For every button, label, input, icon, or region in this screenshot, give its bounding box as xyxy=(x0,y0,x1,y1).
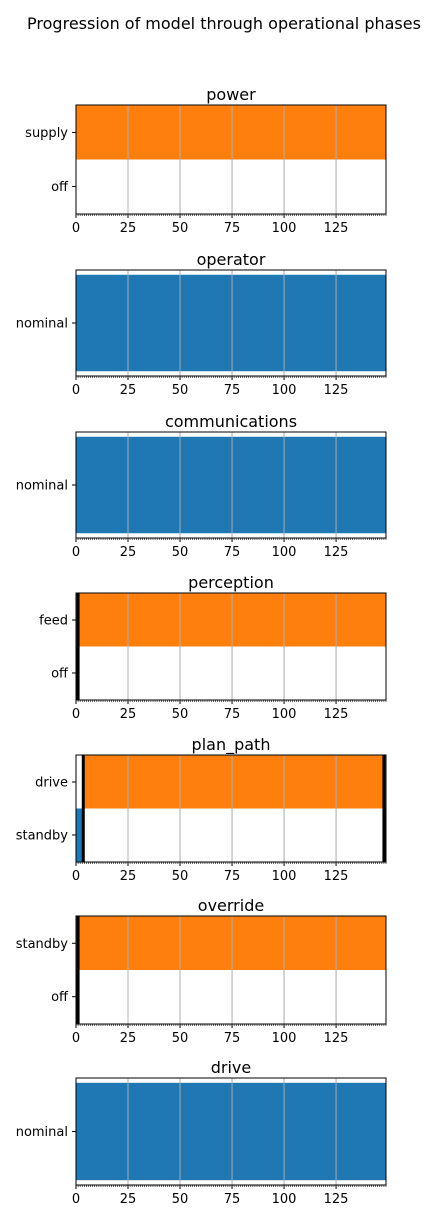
y-tick-label: nominal xyxy=(16,317,68,332)
x-tick-label: 25 xyxy=(120,221,137,236)
x-tick-label: 0 xyxy=(72,707,80,722)
x-tick-label: 100 xyxy=(272,1031,297,1046)
x-tick-label: 0 xyxy=(72,869,80,884)
x-tick-label: 125 xyxy=(324,545,349,560)
x-tick-label: 75 xyxy=(224,1031,241,1046)
x-tick-label: 0 xyxy=(72,545,80,560)
y-tick-label: supply xyxy=(25,126,68,141)
x-tick-label: 100 xyxy=(272,545,297,560)
axes-frame xyxy=(75,592,387,701)
x-tick-label: 100 xyxy=(272,221,297,236)
x-tick-label: 100 xyxy=(272,869,297,884)
x-tick-label: 50 xyxy=(172,869,189,884)
x-tick-label: 75 xyxy=(224,545,241,560)
x-tick-label: 75 xyxy=(224,383,241,398)
x-tick-label: 50 xyxy=(172,383,189,398)
x-tick-label: 125 xyxy=(324,1031,349,1046)
x-tick-label: 25 xyxy=(120,1192,137,1207)
axes-frame xyxy=(75,915,387,1025)
figure-title: Progression of model through operational… xyxy=(27,14,421,33)
panel-operator: operator nominal 0 25 50 75 100 125 xyxy=(16,250,387,398)
bar-segment-standby xyxy=(76,808,84,862)
panel-title: plan_path xyxy=(192,735,271,755)
x-tick-label: 125 xyxy=(324,707,349,722)
x-tick-label: 25 xyxy=(120,707,137,722)
x-tick-label: 50 xyxy=(172,221,189,236)
x-tick-label: 50 xyxy=(172,707,189,722)
x-tick-label: 125 xyxy=(324,383,349,398)
bar-segment-supply xyxy=(76,105,386,160)
y-tick-label: off xyxy=(51,180,69,195)
x-tick-label: 0 xyxy=(72,221,80,236)
x-tick-label: 100 xyxy=(272,707,297,722)
axes-frame xyxy=(75,754,387,863)
x-tick-label: 50 xyxy=(172,1192,189,1207)
y-tick-label: off xyxy=(51,666,69,681)
y-tick-label: off xyxy=(51,990,69,1005)
panel-communications: communications nominal 0 25 50 75 100 125 xyxy=(16,412,387,560)
x-tick-label: 25 xyxy=(120,383,137,398)
y-tick-label: feed xyxy=(39,614,68,629)
x-tick-label: 25 xyxy=(120,1031,137,1046)
y-tick-label: drive xyxy=(35,776,68,791)
panel-power: power off supply 0 25 50 75 100 125 xyxy=(25,85,387,236)
panel-title: override xyxy=(198,896,264,915)
y-tick-label: standby xyxy=(16,937,69,952)
bar-segment-drive xyxy=(83,755,384,809)
x-tick-label: 0 xyxy=(72,1192,80,1207)
panel-drive: drive nominal 0 25 50 75 100 125 xyxy=(16,1058,387,1207)
y-tick-label: standby xyxy=(16,828,69,843)
x-tick-label: 25 xyxy=(120,869,137,884)
panel-title: communications xyxy=(165,412,297,431)
x-tick-label: 0 xyxy=(72,383,80,398)
axes-frame xyxy=(75,104,387,215)
x-tick-label: 50 xyxy=(172,545,189,560)
panel-title: perception xyxy=(188,573,274,592)
y-tick-label: nominal xyxy=(16,1125,68,1140)
panel-title: operator xyxy=(197,250,266,269)
x-tick-label: 125 xyxy=(324,221,349,236)
subplots: power off supply 0 25 50 75 100 125 operator nomin… xyxy=(16,85,387,1207)
x-tick-label: 125 xyxy=(324,1192,349,1207)
x-tick-label: 100 xyxy=(272,383,297,398)
x-tick-label: 100 xyxy=(272,1192,297,1207)
x-tick-label: 75 xyxy=(224,707,241,722)
x-tick-label: 50 xyxy=(172,1031,189,1046)
y-tick-label: nominal xyxy=(16,479,68,494)
x-tick-label: 75 xyxy=(224,869,241,884)
bar-segment-nominal xyxy=(76,1082,386,1181)
x-tick-label: 125 xyxy=(324,869,349,884)
bar-segment-nominal xyxy=(76,436,386,534)
panel-title: drive xyxy=(211,1058,252,1077)
x-tick-label: 0 xyxy=(72,1031,80,1046)
panel-override: override off standby 0 25 50 75 100 125 xyxy=(16,896,387,1046)
bar-segment-nominal xyxy=(76,274,386,372)
x-tick-label: 75 xyxy=(224,221,241,236)
panel-perception: perception off feed 0 25 50 75 100 125 xyxy=(39,573,387,722)
x-tick-label: 75 xyxy=(224,1192,241,1207)
x-tick-label: 25 xyxy=(120,545,137,560)
panel-title: power xyxy=(206,85,256,104)
